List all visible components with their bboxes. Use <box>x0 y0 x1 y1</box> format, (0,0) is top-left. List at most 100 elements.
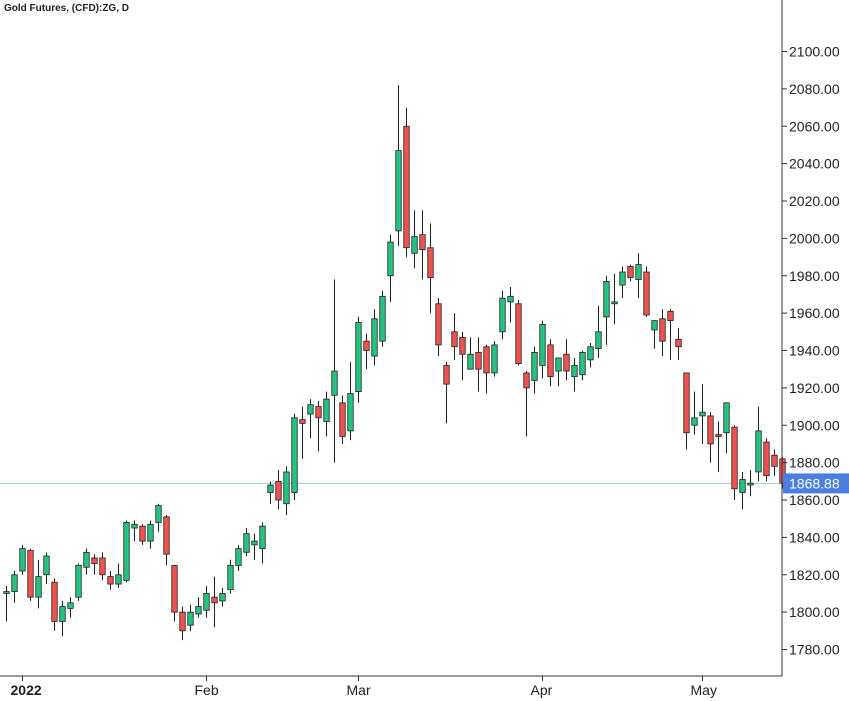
time-tick-label: Mar <box>347 682 371 698</box>
candle-body <box>731 426 738 490</box>
candle-body <box>499 297 506 333</box>
candle <box>739 471 746 510</box>
price-tick-label: 2020.00 <box>789 193 840 209</box>
candle-body <box>251 540 258 546</box>
candle <box>11 571 18 603</box>
candle-body <box>723 402 730 434</box>
candle <box>595 305 602 358</box>
candle-body <box>123 522 130 581</box>
candle-body <box>323 398 330 422</box>
candle-body <box>659 318 666 342</box>
candle <box>235 544 242 572</box>
candle <box>531 346 538 394</box>
candle <box>459 331 466 381</box>
candle <box>299 406 306 459</box>
candle-body <box>67 602 74 609</box>
candle <box>635 253 642 299</box>
candle-body <box>371 318 378 357</box>
candle-body <box>211 596 218 604</box>
candle-body <box>203 593 210 611</box>
candle-body <box>411 236 418 254</box>
candle-body <box>147 523 154 542</box>
time-axis-ticks: 2022 Feb Mar Apr May <box>11 676 717 698</box>
candle <box>187 604 194 631</box>
candle-body <box>299 419 306 424</box>
candle-body <box>139 525 146 542</box>
candle-body <box>571 365 578 378</box>
candle <box>659 309 666 357</box>
candle <box>179 606 186 641</box>
price-tick-label: 1820.00 <box>789 567 840 583</box>
candle-body <box>555 357 562 372</box>
candle-body <box>595 331 602 350</box>
candle <box>571 357 578 392</box>
candle-body <box>667 310 674 322</box>
candle <box>483 344 490 394</box>
candle <box>619 266 626 299</box>
candle-body <box>51 581 58 622</box>
candle-body <box>155 505 162 523</box>
candle-body <box>219 593 226 602</box>
candles-layer <box>3 85 786 641</box>
candle <box>411 210 418 269</box>
candle-body <box>27 550 34 598</box>
candle <box>499 290 506 340</box>
candle-body <box>355 322 362 393</box>
candle <box>627 264 634 282</box>
candle <box>771 449 778 476</box>
candle <box>123 520 130 583</box>
candle-body <box>99 557 106 576</box>
time-tick-label: Apr <box>531 682 553 698</box>
candle-body <box>363 340 370 351</box>
candle-body <box>403 125 410 249</box>
candle-body <box>563 353 570 372</box>
candle-body <box>235 548 242 566</box>
candle-body <box>459 337 466 355</box>
candle <box>555 357 562 387</box>
candle-body <box>683 372 690 434</box>
candle-body <box>491 344 498 374</box>
price-tick-label: 2000.00 <box>789 230 840 246</box>
candle-body <box>179 611 186 632</box>
candle <box>139 524 146 545</box>
candle <box>51 578 58 631</box>
candle-body <box>11 574 18 592</box>
candle <box>435 298 442 357</box>
last-price-label-bg <box>783 473 849 494</box>
time-tick-label: Feb <box>195 682 219 698</box>
candle <box>491 341 498 377</box>
candle <box>403 107 410 258</box>
candle <box>587 343 594 368</box>
candle-body <box>347 393 354 432</box>
candle-body <box>259 525 266 549</box>
candle <box>643 266 650 317</box>
candle <box>579 350 586 381</box>
candle <box>515 300 522 366</box>
price-tick-label: 1800.00 <box>789 604 840 620</box>
candle <box>611 273 618 325</box>
candle <box>315 400 322 452</box>
candle <box>75 563 82 601</box>
candle-body <box>315 406 322 419</box>
candle-body <box>307 404 314 415</box>
candle-body <box>171 565 178 613</box>
candle-body <box>3 591 10 594</box>
candle <box>747 470 754 497</box>
candle <box>283 466 290 515</box>
candle <box>339 395 346 444</box>
candle <box>563 339 570 381</box>
price-tick-label: 2080.00 <box>789 81 840 97</box>
candle <box>67 597 74 618</box>
candle-body <box>75 565 82 598</box>
candle-body <box>115 574 122 585</box>
candle <box>763 438 770 482</box>
candle-body <box>635 264 642 280</box>
candle <box>267 481 274 504</box>
candle <box>275 470 282 510</box>
candle <box>379 290 386 347</box>
candle <box>691 391 698 435</box>
last-price-label: 1868.88 <box>789 475 840 491</box>
candle <box>259 522 266 564</box>
candle <box>547 339 554 387</box>
